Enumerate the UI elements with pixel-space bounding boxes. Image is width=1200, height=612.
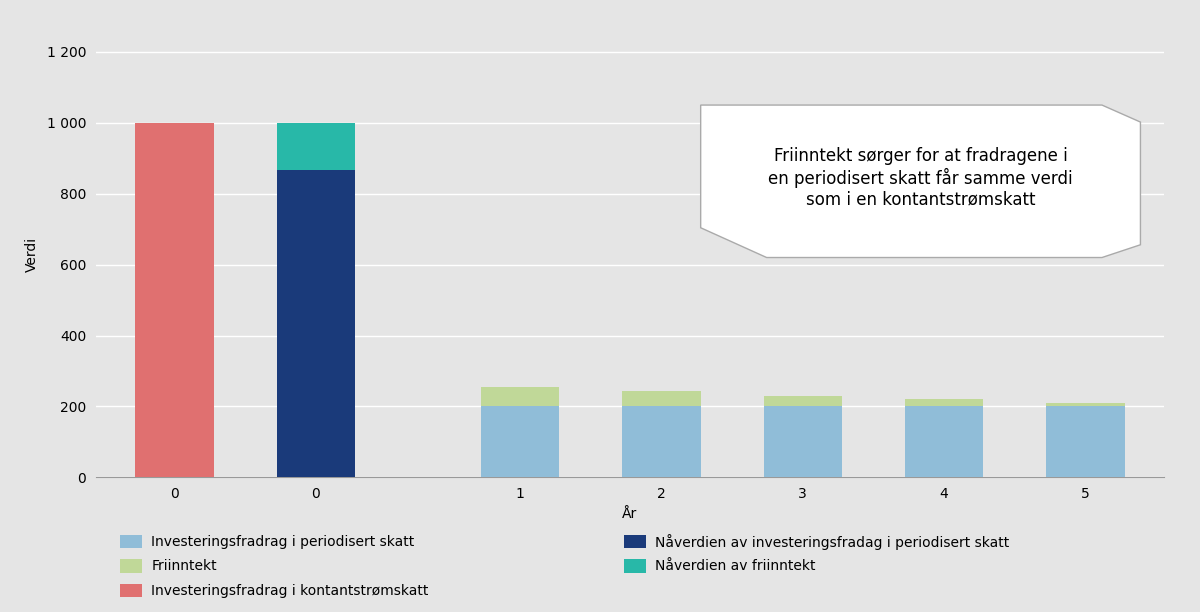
Bar: [481, 387, 559, 406]
Text: Friinntekt sørger for at fradragene i
en periodisert skatt får samme verdi
som i: Friinntekt sørger for at fradragene i en…: [768, 147, 1073, 209]
Bar: [905, 400, 983, 406]
Polygon shape: [701, 105, 1140, 258]
Bar: [277, 170, 355, 477]
Text: Friinntekt: Friinntekt: [151, 559, 217, 573]
Bar: [1046, 406, 1124, 477]
Bar: [136, 123, 214, 477]
Bar: [1046, 403, 1124, 406]
Bar: [763, 406, 842, 477]
Bar: [622, 406, 701, 477]
Bar: [622, 391, 701, 406]
Bar: [763, 396, 842, 406]
Text: Investeringsfradrag i kontantstrømskatt: Investeringsfradrag i kontantstrømskatt: [151, 584, 428, 597]
Text: Investeringsfradrag i periodisert skatt: Investeringsfradrag i periodisert skatt: [151, 535, 414, 548]
Text: Nåverdien av friinntekt: Nåverdien av friinntekt: [655, 559, 816, 573]
Y-axis label: Verdi: Verdi: [24, 236, 38, 272]
Bar: [905, 406, 983, 477]
X-axis label: År: År: [623, 507, 637, 521]
Bar: [277, 123, 355, 170]
Bar: [481, 406, 559, 477]
Text: Nåverdien av investeringsfradag i periodisert skatt: Nåverdien av investeringsfradag i period…: [655, 534, 1009, 550]
